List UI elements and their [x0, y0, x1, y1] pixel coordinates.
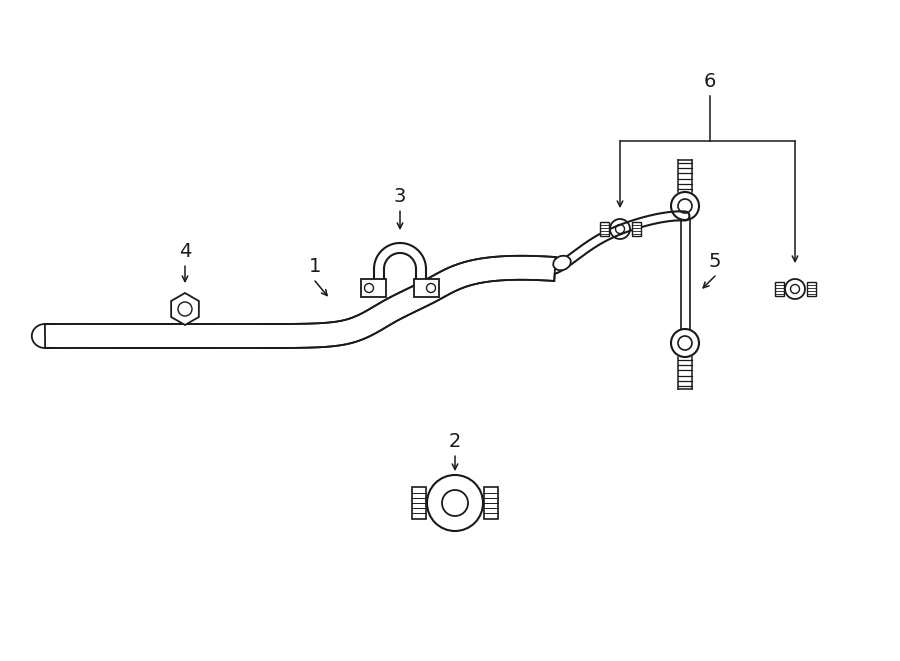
- Bar: [806, 282, 815, 296]
- Polygon shape: [361, 279, 386, 297]
- Polygon shape: [171, 293, 199, 325]
- Bar: [599, 222, 608, 236]
- Bar: [775, 282, 784, 296]
- Text: 4: 4: [179, 242, 191, 261]
- Bar: [412, 487, 426, 519]
- Text: 3: 3: [394, 187, 406, 206]
- Text: 5: 5: [709, 252, 721, 271]
- Text: 1: 1: [309, 257, 321, 276]
- Polygon shape: [414, 279, 439, 297]
- Text: 2: 2: [449, 432, 461, 451]
- Polygon shape: [45, 256, 556, 348]
- Bar: [632, 222, 641, 236]
- Ellipse shape: [554, 256, 571, 270]
- Bar: [484, 487, 498, 519]
- Text: 6: 6: [704, 72, 716, 91]
